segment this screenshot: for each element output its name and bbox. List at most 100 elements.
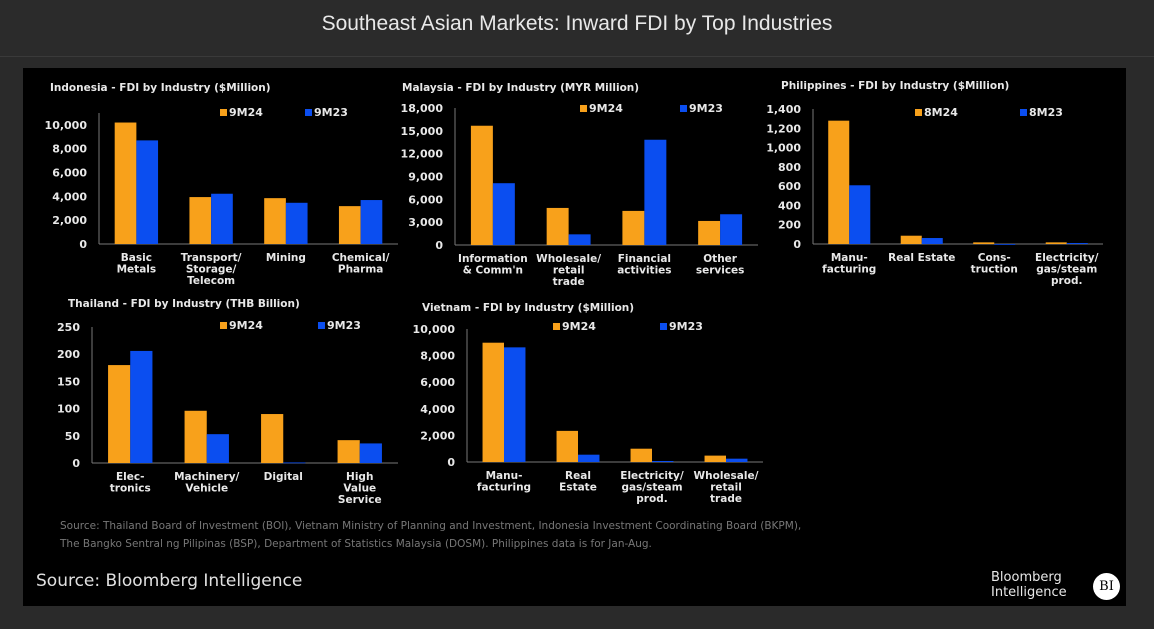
- bar-9m24: [261, 414, 284, 463]
- y-tick-label: 0: [435, 239, 443, 252]
- legend-swatch-9m23: [680, 105, 687, 112]
- bar-8m24: [900, 235, 922, 244]
- y-tick-label: 200: [57, 348, 80, 361]
- category-label-line: Real Estate: [888, 252, 955, 264]
- bar-9m23: [726, 458, 748, 462]
- category-label-line: Estate: [559, 482, 597, 494]
- category-label: Real Estate: [559, 470, 597, 494]
- chart-2: Philippines - FDI by Industry ($Million)…: [766, 80, 1103, 287]
- bar-9m24: [337, 440, 360, 463]
- category-label-line: Elec-: [116, 471, 144, 483]
- category-label: Mining: [266, 252, 306, 264]
- logo-line-2: Intelligence: [991, 585, 1067, 600]
- category-label: Cons-truction: [971, 252, 1018, 276]
- bar-9m24: [470, 125, 493, 245]
- y-tick-label: 10,000: [45, 119, 88, 132]
- chart-panel: [23, 68, 1126, 606]
- y-tick-label: 9,000: [408, 171, 443, 184]
- chart-title: Vietnam - FDI by Industry ($Million): [422, 302, 634, 314]
- category-label-line: Electricity/: [620, 470, 684, 482]
- category-label-line: prod.: [1051, 275, 1082, 287]
- legend-swatch-9m24: [580, 105, 587, 112]
- bar-9m24: [556, 430, 578, 462]
- category-label-line: facturing: [822, 264, 876, 276]
- category-label-line: gas/steam: [621, 482, 682, 494]
- bar-9m23: [720, 214, 743, 245]
- y-tick-label: 0: [72, 457, 80, 470]
- category-label-line: Vehicle: [185, 483, 228, 495]
- legend-label: 9M24: [229, 106, 263, 119]
- category-label-line: truction: [971, 264, 1018, 276]
- bar-9m23: [211, 193, 233, 244]
- y-tick-label: 50: [65, 430, 81, 443]
- category-label-line: Wholesale/: [536, 253, 601, 265]
- category-label: Wholesale/retail trade: [694, 470, 759, 505]
- bar-9m24: [630, 448, 652, 462]
- legend-label: 9M23: [314, 106, 348, 119]
- legend-swatch-9m24: [220, 322, 227, 329]
- y-tick-label: 150: [57, 375, 80, 388]
- category-label-line: Storage/: [186, 264, 237, 276]
- category-label: Wholesale/retail trade: [536, 253, 601, 288]
- legend-swatch-9m23: [305, 109, 312, 116]
- category-label-line: retail: [553, 265, 585, 277]
- y-tick-label: 250: [57, 321, 80, 334]
- category-label-line: Information: [458, 253, 528, 265]
- category-label-line: Service: [338, 494, 382, 506]
- category-label-line: trade: [710, 493, 742, 505]
- category-label: Transport/Storage/Telecom: [181, 252, 242, 287]
- title-bar: Southeast Asian Markets: Inward FDI by T…: [0, 0, 1154, 57]
- y-tick-label: 6,000: [52, 167, 87, 180]
- bloomberg-intelligence-logo: Bloomberg Intelligence: [991, 570, 1067, 600]
- bar-9m23: [206, 434, 229, 463]
- legend-label: 9M24: [229, 319, 263, 332]
- category-label-line: trade: [553, 276, 585, 288]
- source-label: Source: Bloomberg Intelligence: [36, 571, 303, 591]
- y-tick-label: 200: [778, 219, 801, 232]
- y-tick-label: 1,000: [766, 142, 801, 155]
- category-label-line: & Comm'n: [463, 265, 523, 277]
- category-label: Manu-facturing: [477, 470, 531, 494]
- category-label: Manu-facturing: [822, 252, 876, 276]
- legend-swatch-9m24: [553, 323, 560, 330]
- y-tick-label: 100: [57, 403, 80, 416]
- y-tick-label: 0: [793, 238, 801, 251]
- bar-9m23: [130, 350, 153, 463]
- category-label-line: Digital: [264, 471, 303, 483]
- y-tick-label: 1,200: [766, 122, 801, 135]
- bar-9m23: [136, 140, 159, 244]
- y-tick-label: 400: [778, 199, 801, 212]
- category-label-line: Other: [703, 253, 738, 265]
- category-label: Machinery/Vehicle: [174, 471, 239, 495]
- legend-swatch-8m24: [915, 109, 922, 116]
- category-label-line: Financial: [618, 253, 671, 265]
- category-label-line: tronics: [110, 483, 151, 495]
- y-tick-label: 0: [447, 456, 455, 469]
- bar-8m24: [828, 120, 850, 244]
- y-tick-label: 4,000: [420, 403, 455, 416]
- bar-8m23: [994, 244, 1016, 245]
- bar-9m24: [622, 210, 645, 245]
- category-label-line: Pharma: [338, 264, 383, 276]
- chart-4: Vietnam - FDI by Industry ($Million) 0 2,0…: [413, 302, 763, 505]
- bar-8m23: [1066, 243, 1088, 244]
- category-label-line: Transport/: [181, 252, 242, 264]
- y-tick-label: 3,000: [408, 216, 443, 229]
- chart-title: Indonesia - FDI by Industry ($Million): [50, 82, 271, 94]
- page-title: Southeast Asian Markets: Inward FDI by T…: [321, 12, 833, 35]
- legend-swatch-8m23: [1020, 109, 1027, 116]
- bar-9m23: [492, 183, 515, 245]
- category-label-line: Mining: [266, 252, 306, 264]
- y-tick-label: 8,000: [52, 143, 87, 156]
- category-label-line: Basic: [121, 252, 152, 264]
- bar-9m23: [359, 443, 382, 463]
- y-tick-label: 1,400: [766, 103, 801, 116]
- logo-line-1: Bloomberg: [991, 570, 1062, 585]
- category-label-line: retail: [710, 482, 742, 494]
- category-label: Electricity/gas/steam prod.: [1035, 252, 1099, 287]
- bar-9m23: [644, 139, 667, 245]
- bar-9m23: [504, 347, 526, 462]
- bar-9m23: [360, 200, 383, 244]
- category-label: Financial activities: [617, 253, 671, 277]
